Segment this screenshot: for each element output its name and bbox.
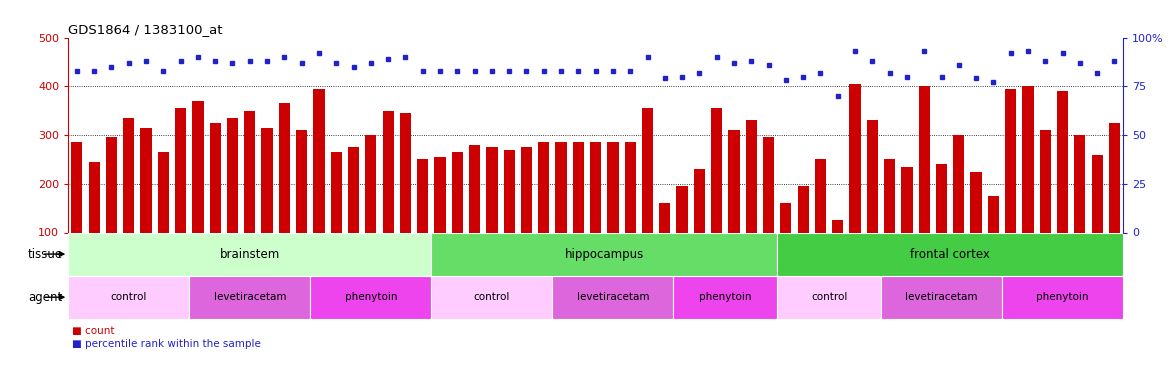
Bar [1002,276,1123,319]
Bar [400,113,412,232]
Bar [469,145,480,232]
Bar [660,203,670,232]
Bar [1074,135,1085,232]
Text: phenytoin: phenytoin [1036,292,1089,302]
Bar [366,135,376,232]
Bar [728,130,740,232]
Bar [189,276,310,319]
Bar [158,152,169,232]
Bar [918,86,930,232]
Text: hippocampus: hippocampus [564,248,644,261]
Bar [140,128,152,232]
Text: ■ count: ■ count [72,326,114,336]
Bar [711,108,722,232]
Text: control: control [811,292,847,302]
Bar [674,276,777,319]
Text: phenytoin: phenytoin [345,292,397,302]
Bar [1022,86,1034,232]
Bar [310,276,432,319]
Bar [1091,154,1103,232]
Text: ■ percentile rank within the sample: ■ percentile rank within the sample [72,339,261,350]
Bar [106,138,118,232]
Bar [486,147,497,232]
Bar [881,276,1002,319]
Bar [833,220,843,232]
Bar [72,142,82,232]
Bar [555,142,567,232]
Bar [279,104,290,232]
Bar [245,111,255,232]
Text: levetiracetam: levetiracetam [576,292,649,302]
Text: phenytoin: phenytoin [699,292,751,302]
Text: tissue: tissue [27,248,62,261]
Bar [521,147,532,232]
Bar [763,138,774,232]
Text: control: control [474,292,510,302]
Bar [797,186,809,232]
Text: agent: agent [28,291,62,304]
Bar [607,142,619,232]
Bar [417,159,428,232]
Bar [901,166,913,232]
Bar [988,196,998,232]
Text: frontal cortex: frontal cortex [910,248,990,261]
Bar [746,120,757,232]
Bar [1109,123,1120,232]
Bar [123,118,134,232]
Bar [694,169,706,232]
Bar [452,152,463,232]
Bar [382,111,394,232]
Bar [676,186,688,232]
Bar [867,120,878,232]
Bar [573,142,584,232]
Bar [432,276,553,319]
Bar [884,159,895,232]
Text: levetiracetam: levetiracetam [214,292,286,302]
Bar [553,276,674,319]
Bar [590,142,601,232]
Bar [175,108,186,232]
Bar [261,128,273,232]
Bar [348,147,359,232]
Bar [209,123,221,232]
Bar [88,162,100,232]
Bar [1005,89,1016,232]
Bar [296,130,307,232]
Bar [777,232,1123,276]
Bar [68,276,189,319]
Bar [815,159,826,232]
Bar [434,157,446,232]
Bar [313,89,325,232]
Bar [432,232,777,276]
Bar [1057,91,1068,232]
Bar [503,150,515,232]
Bar [68,232,432,276]
Text: GDS1864 / 1383100_at: GDS1864 / 1383100_at [68,23,222,36]
Text: brainstem: brainstem [220,248,280,261]
Bar [849,84,861,232]
Bar [777,276,881,319]
Bar [970,172,982,232]
Bar [193,101,203,232]
Text: levetiracetam: levetiracetam [906,292,977,302]
Bar [780,203,791,232]
Bar [330,152,342,232]
Bar [624,142,636,232]
Bar [936,164,947,232]
Bar [1040,130,1051,232]
Bar [642,108,653,232]
Bar [539,142,549,232]
Bar [954,135,964,232]
Text: control: control [111,292,147,302]
Bar [227,118,238,232]
